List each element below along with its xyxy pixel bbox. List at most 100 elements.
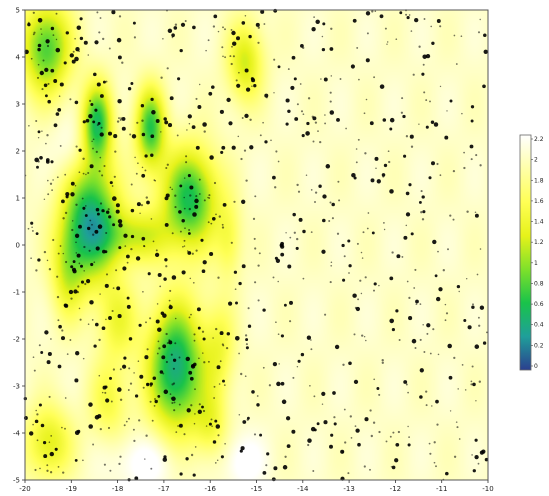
data-point [111, 309, 114, 313]
data-point [456, 426, 459, 429]
data-point [145, 196, 148, 199]
data-point [458, 438, 461, 440]
data-point [178, 423, 183, 428]
data-point [444, 303, 447, 306]
data-point [215, 424, 221, 429]
data-point [78, 171, 81, 174]
x-tick-label: -14 [297, 485, 309, 493]
data-point [477, 316, 480, 319]
data-point [170, 397, 173, 399]
data-point [61, 199, 65, 204]
data-point [382, 118, 387, 122]
data-point [88, 99, 92, 103]
data-point [143, 245, 146, 248]
data-point [164, 258, 168, 262]
data-point [447, 248, 449, 251]
data-point [360, 251, 363, 254]
data-point [307, 438, 312, 443]
data-point [98, 170, 101, 173]
data-point [382, 175, 385, 178]
data-point [30, 221, 34, 225]
data-point [47, 193, 50, 196]
data-point [181, 270, 186, 275]
data-point [244, 68, 249, 73]
data-point [132, 428, 135, 431]
data-point [57, 466, 60, 468]
data-point [118, 462, 121, 466]
data-point [228, 301, 233, 306]
data-point [70, 192, 75, 197]
data-point [130, 82, 134, 85]
data-point [188, 123, 191, 125]
data-point [253, 84, 257, 88]
data-point [190, 404, 193, 407]
data-point [87, 226, 91, 231]
data-point [92, 233, 95, 236]
data-point [94, 40, 99, 45]
data-point [171, 33, 175, 37]
colorbar-tick-label: 1.2 [534, 239, 544, 246]
data-point [64, 427, 66, 430]
data-point [146, 348, 149, 351]
data-point [224, 442, 226, 445]
data-point [365, 339, 367, 342]
data-point [479, 305, 485, 310]
data-point [221, 343, 224, 346]
data-point [111, 185, 114, 187]
data-point [436, 423, 439, 426]
data-point [410, 30, 413, 32]
data-point [119, 118, 122, 121]
data-point [46, 134, 49, 137]
data-point [160, 76, 163, 79]
data-point [78, 224, 82, 229]
data-point [296, 237, 299, 241]
data-point [389, 117, 395, 123]
data-point [138, 419, 141, 422]
data-point [193, 333, 196, 336]
data-point [154, 179, 157, 182]
data-point [94, 108, 98, 112]
data-point [332, 391, 336, 395]
data-point [243, 149, 247, 152]
data-point [212, 440, 217, 444]
data-point [41, 130, 43, 132]
data-point [41, 88, 44, 91]
data-point [369, 409, 372, 412]
data-point [48, 395, 51, 398]
data-point [102, 249, 106, 254]
data-point [321, 35, 324, 38]
data-point [302, 46, 305, 50]
data-point [311, 27, 316, 32]
data-point [350, 437, 353, 439]
data-point [150, 467, 153, 470]
data-point [107, 426, 111, 430]
data-point [153, 405, 156, 407]
data-point [102, 80, 106, 84]
data-point [33, 31, 36, 34]
data-point [329, 47, 334, 51]
data-point [195, 97, 198, 100]
data-point [70, 265, 74, 269]
data-point [455, 63, 458, 65]
data-point [88, 402, 93, 407]
data-point [474, 438, 478, 442]
data-point [438, 287, 443, 292]
data-point [213, 14, 218, 19]
data-point [69, 53, 74, 58]
data-point [244, 113, 249, 119]
data-point [42, 440, 47, 445]
data-point [48, 441, 51, 443]
data-point [422, 324, 424, 326]
data-point [323, 420, 328, 425]
data-point [263, 23, 266, 25]
data-point [334, 344, 340, 350]
data-point [244, 334, 248, 337]
data-point [35, 269, 38, 272]
data-point [186, 250, 189, 252]
data-point [99, 202, 103, 205]
data-point [361, 334, 364, 337]
x-tick-label: -12 [390, 485, 401, 493]
data-point [210, 418, 213, 421]
data-point [37, 63, 40, 66]
data-point [361, 257, 364, 259]
